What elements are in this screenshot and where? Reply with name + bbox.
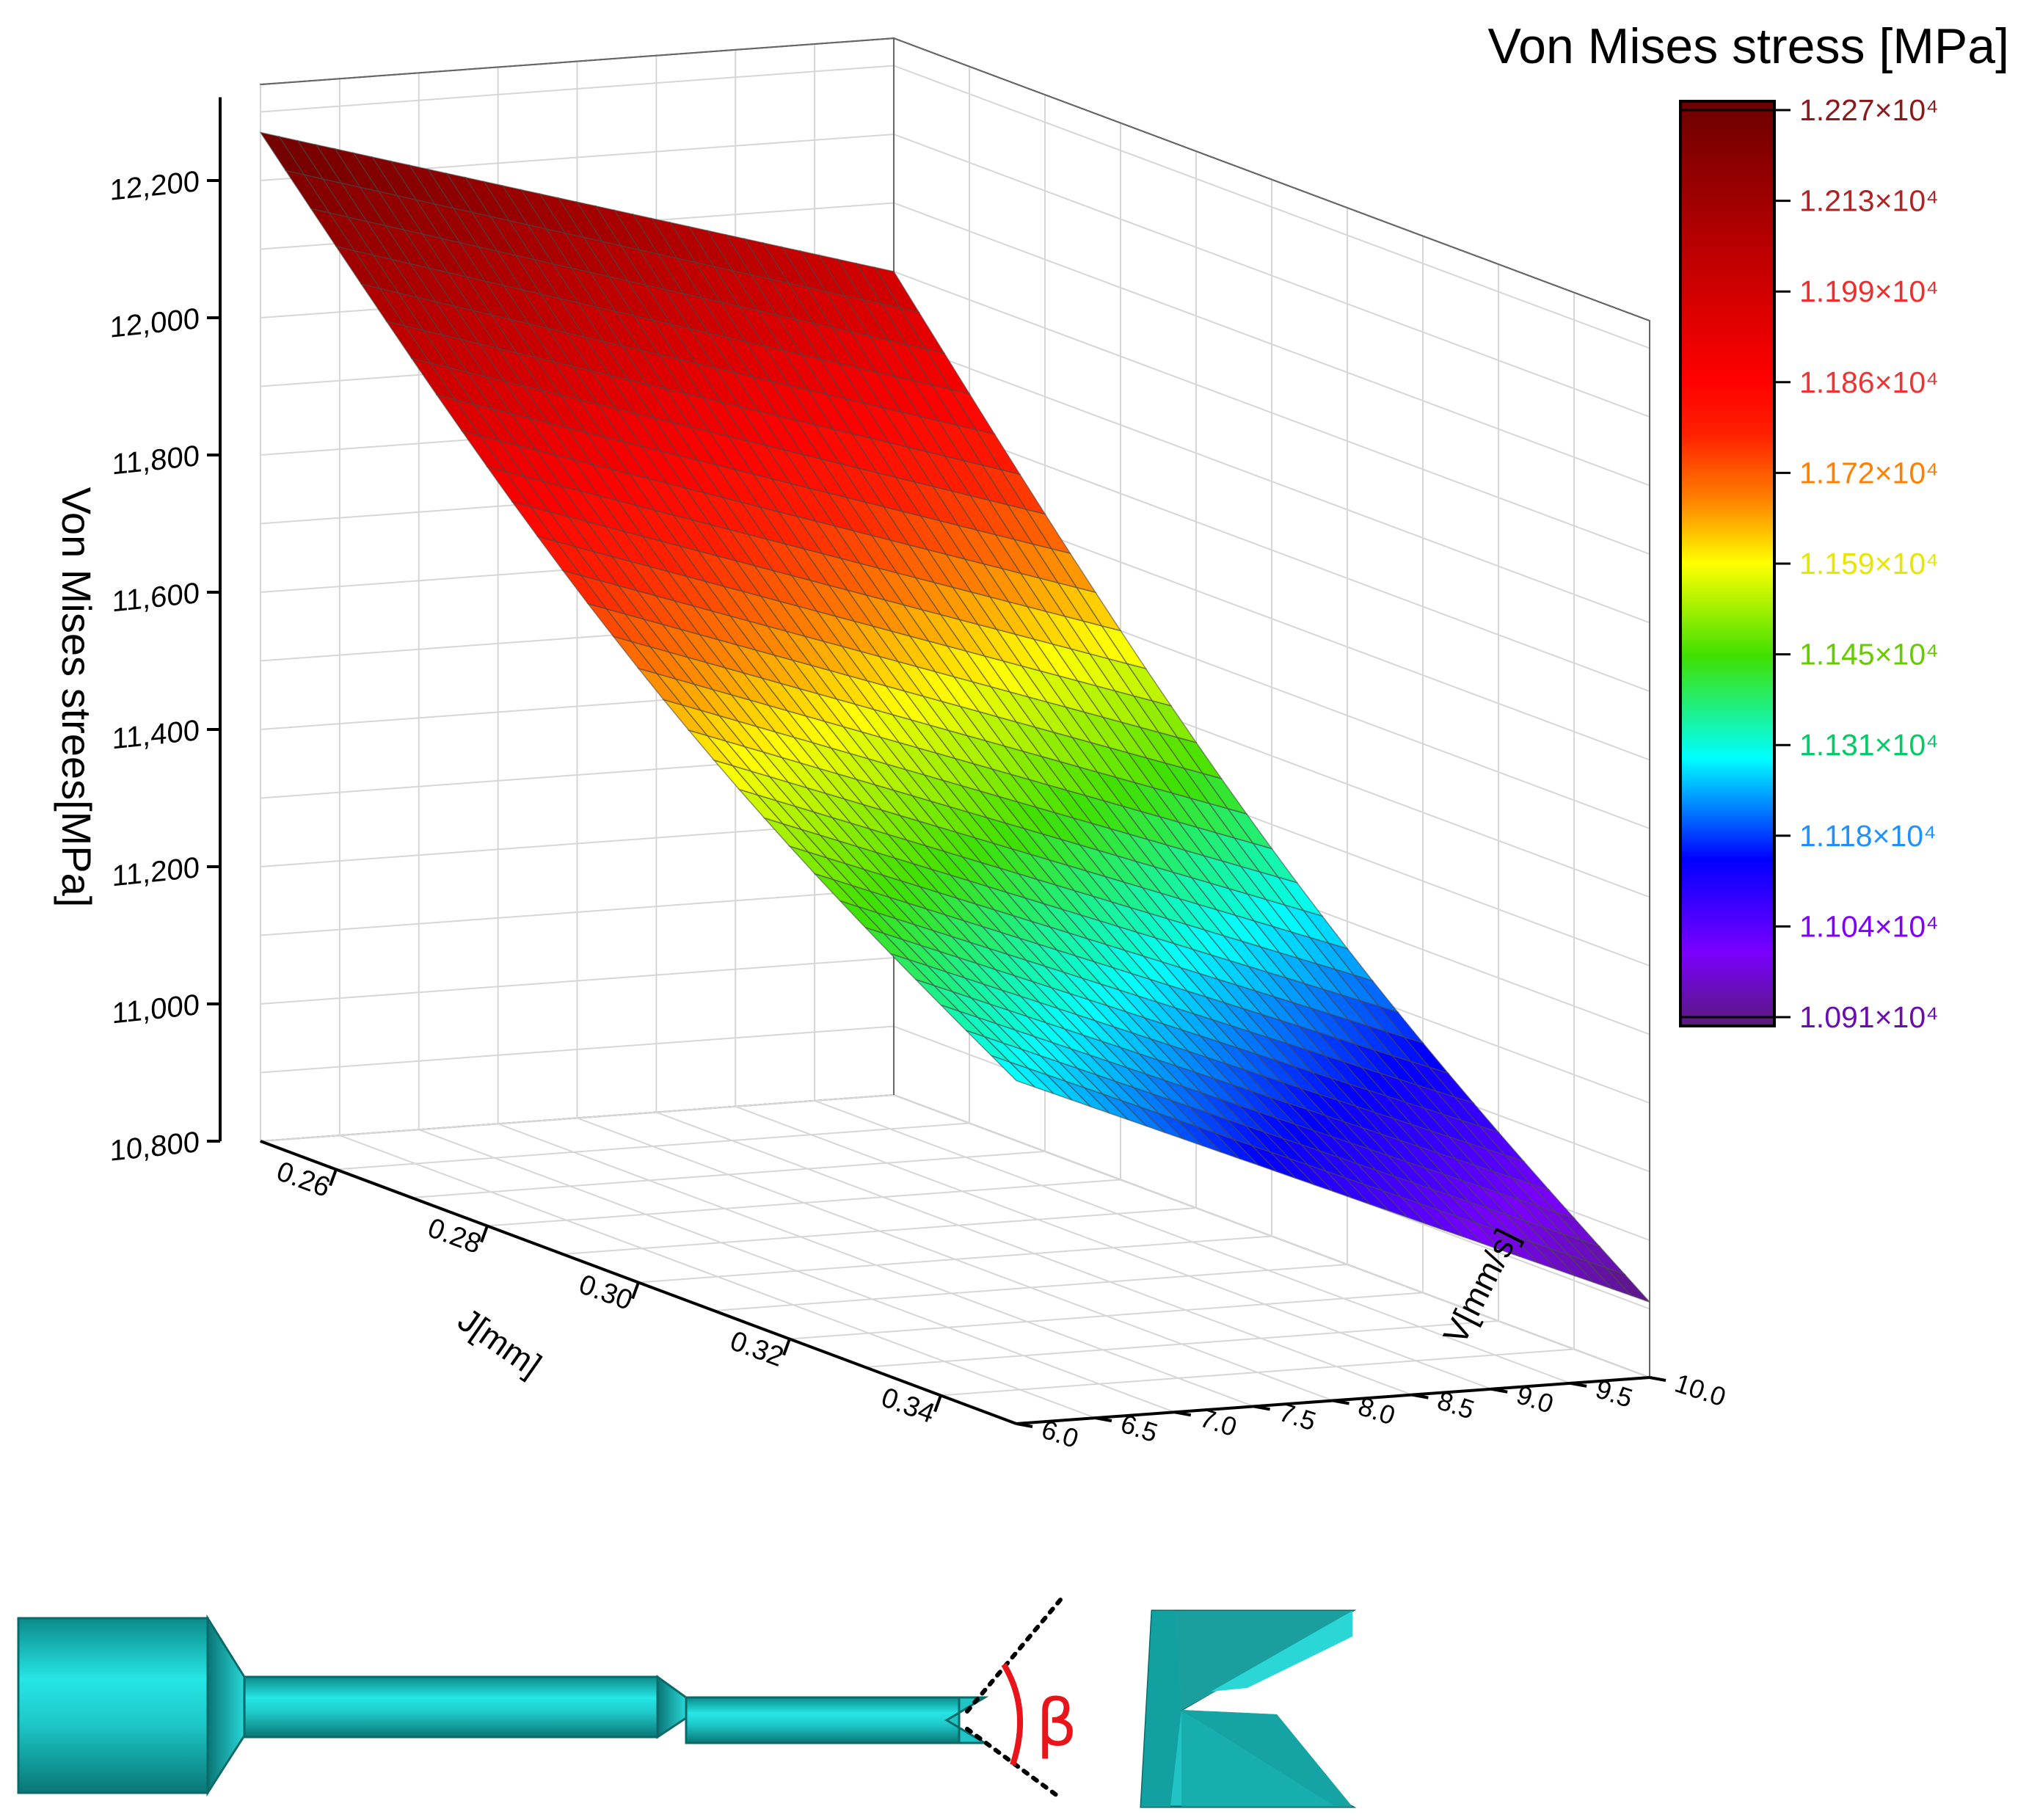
- z-tick-label: 11,600: [112, 577, 200, 618]
- z-tick-label: 12,200: [110, 165, 200, 207]
- colorbar-tick-label: 1.131×10⁴: [1799, 728, 1939, 762]
- v-tick-label: 10.0: [1672, 1368, 1730, 1413]
- z-tick-label: 10,800: [110, 1126, 200, 1168]
- colorbar-tick-label: 1.227×10⁴: [1799, 93, 1939, 127]
- drill-bit-illustration: β: [17, 1598, 1077, 1800]
- z-axis-label: Von Mises strees[MPa]: [54, 487, 100, 908]
- colorbar-tick-label: 1.159×10⁴: [1799, 547, 1939, 580]
- z-tick-label: 12,000: [110, 302, 200, 344]
- angle-arc: [1001, 1662, 1024, 1766]
- colorbar-tick-label: 1.172×10⁴: [1799, 456, 1939, 489]
- z-tick-label: 11,800: [112, 440, 200, 481]
- colorbar-tick-label: 1.118×10⁴: [1799, 819, 1937, 853]
- beta-label: β: [1036, 1685, 1077, 1761]
- z-tick-label: 11,400: [112, 714, 200, 755]
- z-tick-label: 11,200: [112, 851, 200, 892]
- colorbar-tick-label: 1.199×10⁴: [1799, 274, 1939, 308]
- colorbar-tick-label: 1.091×10⁴: [1799, 1000, 1939, 1034]
- drill-tip-end-view: [1140, 1609, 1357, 1808]
- colorbar-tick-label: 1.145×10⁴: [1799, 638, 1939, 671]
- axes: 12,200 12,000 11,800 11,600 11,400 11,200 11,0…: [110, 97, 1730, 1454]
- colorbar: [1679, 100, 1776, 1027]
- angle-line-upper: [965, 1598, 1063, 1714]
- colorbar-ticks: 1.227×10⁴ 1.213×10⁴ 1.199×10⁴ 1.186×10⁴ 1.17…: [1774, 93, 1939, 1034]
- colorbar-title: Von Mises stress [MPa]: [1488, 18, 2009, 74]
- z-tick-label: 11,000: [112, 989, 200, 1030]
- colorbar-tick-label: 1.186×10⁴: [1799, 365, 1939, 399]
- colorbar-tick-label: 1.213×10⁴: [1799, 184, 1939, 218]
- x-axis-label: J[mm]: [451, 1300, 548, 1384]
- colorbar-tick-label: 1.104×10⁴: [1799, 909, 1939, 943]
- stress-surface: [259, 131, 1650, 1303]
